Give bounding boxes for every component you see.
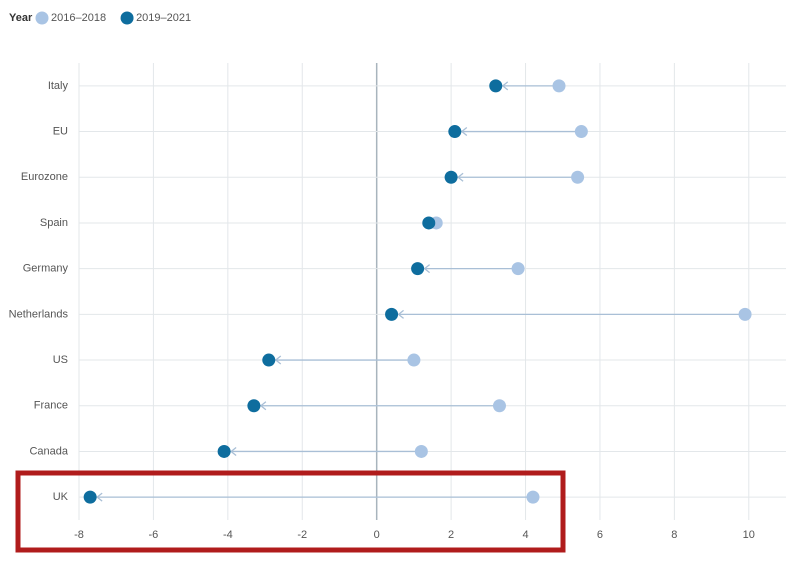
- x-tick-label: 6: [597, 529, 603, 541]
- legend-title: Year: [9, 12, 33, 24]
- dot: [407, 353, 421, 367]
- x-tick-label: -6: [149, 529, 159, 541]
- dot: [571, 170, 585, 184]
- x-tick-label: -8: [74, 529, 84, 541]
- arrow-head: [274, 355, 282, 365]
- y-tick-label: Netherlands: [9, 308, 69, 320]
- arrow-head: [230, 446, 237, 456]
- dot: [738, 307, 752, 321]
- x-tick-label: 2: [448, 529, 454, 541]
- y-tick-label: Italy: [48, 80, 69, 92]
- dot: [444, 170, 458, 184]
- dot: [414, 444, 428, 458]
- dot: [83, 490, 97, 504]
- y-tick-label: Eurozone: [21, 171, 68, 183]
- dot: [448, 125, 462, 139]
- arrow-head: [501, 81, 509, 91]
- y-tick-label: UK: [53, 491, 69, 503]
- dot: [422, 216, 436, 230]
- dot: [492, 399, 506, 413]
- dot: [552, 79, 566, 93]
- dot: [247, 399, 261, 413]
- x-tick-label: -2: [297, 529, 307, 541]
- dot: [574, 125, 588, 139]
- x-tick-label: 4: [522, 529, 528, 541]
- y-tick-label: Germany: [23, 263, 69, 275]
- dot: [262, 353, 276, 367]
- legend-label: 2019–2021: [136, 12, 191, 24]
- y-tick-label: Canada: [29, 445, 68, 457]
- x-tick-label: 0: [374, 529, 380, 541]
- y-tick-label: Spain: [40, 217, 68, 229]
- dot: [217, 444, 231, 458]
- dot: [511, 262, 525, 276]
- dot: [385, 307, 399, 321]
- dot: [526, 490, 540, 504]
- y-tick-label: France: [34, 400, 68, 412]
- arrow-head: [457, 172, 464, 182]
- x-tick-label: -4: [223, 529, 233, 541]
- x-tick-label: 10: [743, 529, 755, 541]
- arrow-head: [460, 127, 468, 137]
- legend-marker: [120, 11, 134, 25]
- arrow-head: [397, 309, 404, 319]
- arrow-head: [423, 264, 431, 274]
- dot: [489, 79, 503, 93]
- arrow-head: [96, 492, 103, 502]
- legend-marker: [35, 11, 49, 25]
- y-tick-label: US: [53, 354, 68, 366]
- legend-label: 2016–2018: [51, 12, 106, 24]
- arrow-head: [259, 401, 267, 411]
- dot: [411, 262, 425, 276]
- y-tick-label: EU: [53, 125, 68, 137]
- x-tick-label: 8: [671, 529, 677, 541]
- highlight-box: [15, 470, 566, 553]
